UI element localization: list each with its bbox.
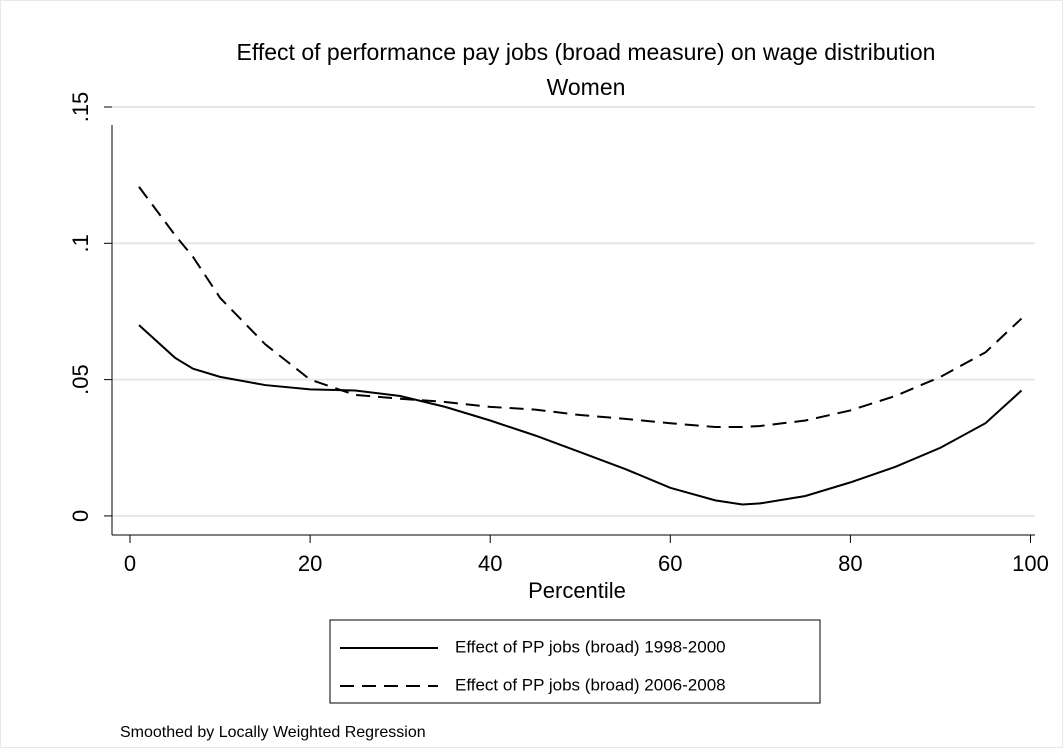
- x-tick-label: 100: [1012, 551, 1049, 576]
- legend-label: Effect of PP jobs (broad) 1998-2000: [455, 637, 726, 656]
- legend-label: Effect of PP jobs (broad) 2006-2008: [455, 675, 726, 694]
- chart-subtitle: Women: [547, 74, 626, 100]
- series-line: [138, 186, 1023, 429]
- y-tick-label: .1: [68, 234, 93, 252]
- x-tick-label: 20: [298, 551, 322, 576]
- y-tick-label: .05: [68, 364, 93, 395]
- y-tick-label: 0: [68, 510, 93, 522]
- y-tick-label: .15: [68, 92, 93, 123]
- note: Smoothed by Locally Weighted Regression: [120, 724, 426, 741]
- series-line: [138, 324, 1023, 506]
- legend-box: [329, 619, 821, 704]
- x-tick-label: 80: [838, 551, 862, 576]
- x-tick-label: 60: [658, 551, 682, 576]
- chart-title: Effect of performance pay jobs (broad me…: [237, 39, 936, 65]
- x-axis-label: Percentile: [528, 578, 626, 603]
- x-tick-label: 0: [124, 551, 136, 576]
- x-tick-label: 40: [478, 551, 502, 576]
